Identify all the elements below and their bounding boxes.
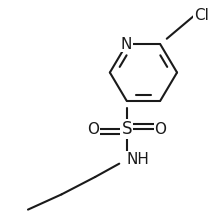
Text: NH: NH [127, 152, 150, 167]
Text: S: S [121, 120, 132, 138]
Text: N: N [121, 37, 132, 52]
Text: O: O [154, 122, 166, 137]
Text: O: O [87, 122, 99, 137]
Text: Cl: Cl [194, 8, 209, 23]
